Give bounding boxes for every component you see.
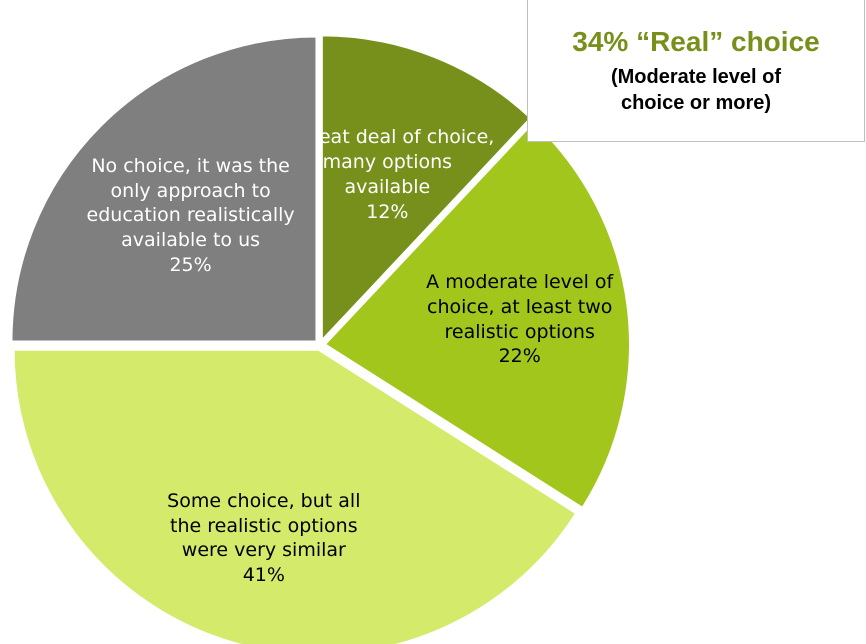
pie-slice bbox=[320, 34, 533, 343]
value-label: 25% bbox=[169, 253, 212, 276]
callout: 34% “Real” choice (Moderate level of cho… bbox=[527, 0, 865, 142]
slice-label: A great deal of choice, many options ava… bbox=[277, 75, 497, 275]
slice-label-box: A great deal of choice, many options ava… bbox=[277, 75, 497, 275]
slice-label: Some choice, but all the realistic optio… bbox=[154, 438, 374, 638]
category-label: Some choice, but all the realistic optio… bbox=[167, 489, 361, 562]
value-label: 41% bbox=[242, 563, 285, 586]
slice-label: A moderate level of choice, at least two… bbox=[410, 220, 630, 420]
slice-label-box: A moderate level of choice, at least two… bbox=[410, 220, 630, 420]
category-label: A moderate level of choice, at least two… bbox=[426, 271, 614, 343]
callout-text: (Moderate level of choice or more) bbox=[610, 66, 782, 114]
pie-slice bbox=[323, 120, 631, 510]
value-label: 22% bbox=[498, 345, 541, 368]
pie-slice bbox=[10, 35, 318, 343]
category-label: No choice, it was the only approach to e… bbox=[86, 154, 295, 251]
slice-label-box: Some choice, but all the realistic optio… bbox=[154, 438, 374, 638]
slice-label-box: No choice, it was the only approach to e… bbox=[81, 116, 301, 316]
pie-slice bbox=[12, 348, 578, 644]
slice-label: No choice, it was the only approach to e… bbox=[81, 116, 301, 316]
callout-title: 34% “Real” choice bbox=[572, 26, 820, 57]
value-label: 12% bbox=[366, 200, 409, 223]
category-label: A great deal of choice, many options ava… bbox=[280, 126, 495, 198]
